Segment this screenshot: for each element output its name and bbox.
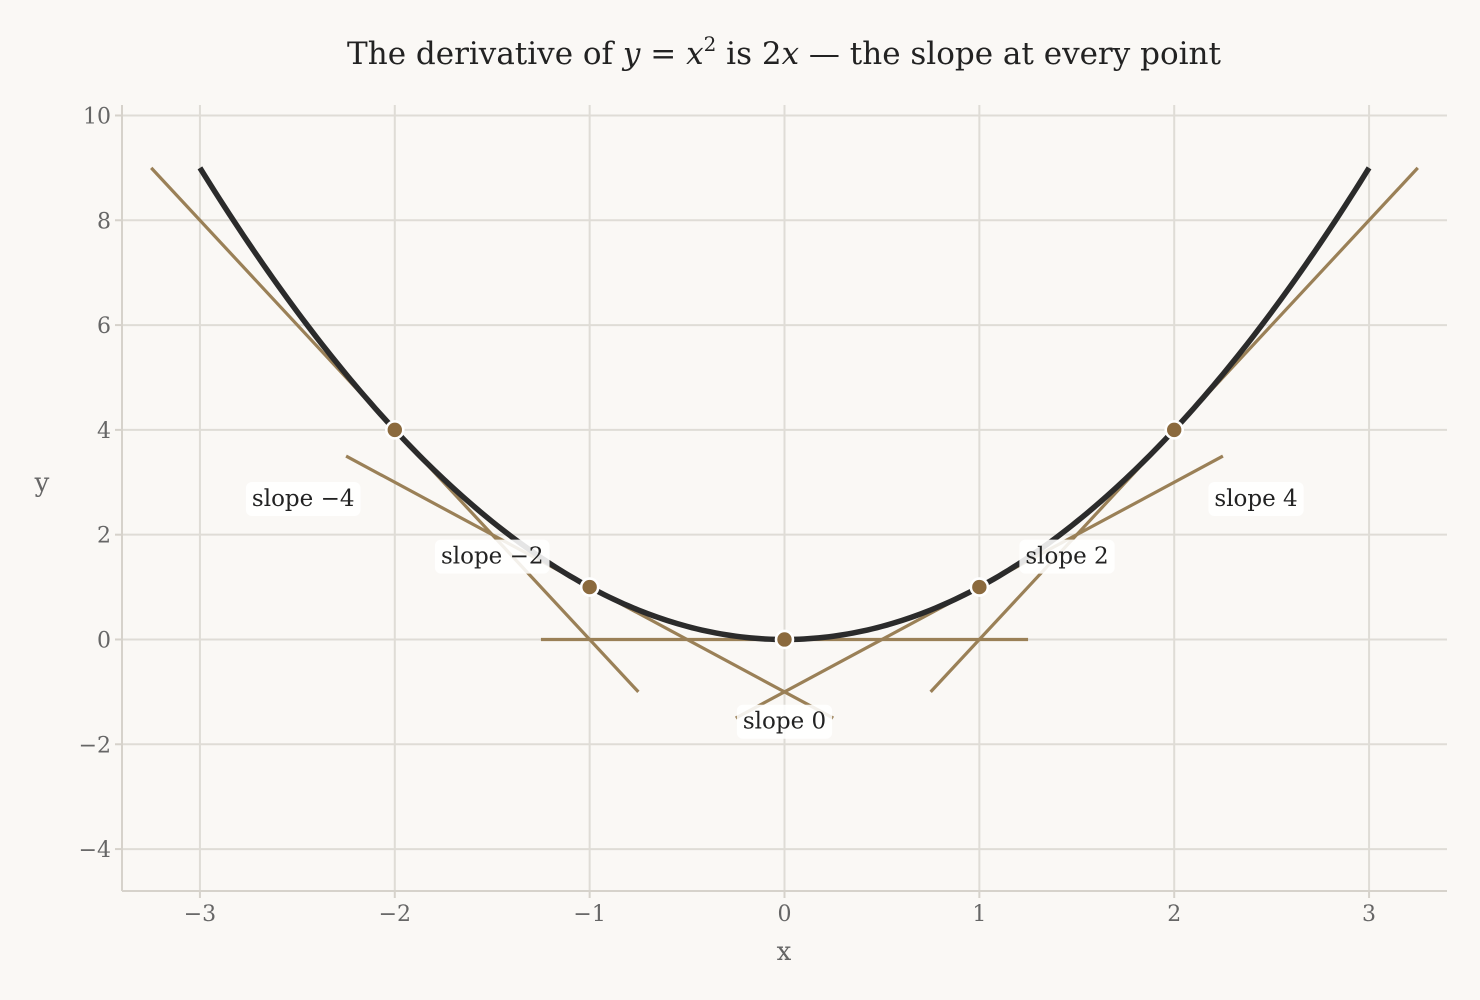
y-tick-label-7: 10 [83,104,111,129]
slope-label-0: slope −4 [252,486,355,512]
y-tick-label-1: −2 [79,733,111,758]
x-tick-label-5: 2 [1167,902,1181,927]
slope-label-box-0 [245,482,361,516]
tangent-point-0 [384,420,405,440]
slope-label-box-2 [736,704,833,739]
chart-title: The derivative of y = x2 is 2x — the slo… [347,32,1221,72]
tangent-points [384,420,1185,650]
tangent-point-1 [579,577,600,597]
y-tick-label-4: 4 [97,419,111,444]
slope-annotation-0: slope −4 [245,482,361,516]
grid-lines [122,105,1447,891]
slope-label-1: slope −2 [441,544,544,570]
y-tick-label-0: −4 [79,838,111,863]
slope-annotation-3: slope 2 [1019,539,1115,574]
slope-annotation-1: slope −2 [434,539,550,574]
x-tick-label-3: 0 [778,902,792,927]
y-axis-label: y [34,468,50,498]
x-tick-label-6: 3 [1362,902,1376,927]
tangent-point-2 [774,629,795,650]
x-tick-label-4: 1 [972,902,986,927]
slope-label-box-3 [1019,539,1115,574]
slope-label-4: slope 4 [1214,486,1297,512]
slope-annotation-2: slope 0 [736,704,833,739]
y-tick-label-6: 8 [97,209,111,234]
y-tick-label-2: 0 [97,628,111,653]
slope-label-box-4 [1208,482,1304,516]
y-tick-labels: −4 −2 0 2 4 6 8 10 [79,104,122,863]
slope-label-box-1 [434,539,550,574]
tangent-point-3 [969,577,990,597]
slope-annotations: slope −4 slope −2 slope 0 slope 2 slope 4 [245,482,1304,739]
x-tick-labels: −3 −2 −1 0 1 2 3 [184,891,1376,927]
slope-annotation-4: slope 4 [1208,482,1304,516]
y-tick-label-5: 6 [97,314,111,339]
x-tick-label-2: −1 [573,902,605,927]
x-tick-label-0: −3 [184,902,216,927]
y-tick-label-3: 2 [97,524,111,549]
x-tick-label-1: −2 [379,902,411,927]
slope-label-3: slope 2 [1025,544,1108,570]
slope-label-2: slope 0 [743,709,826,735]
x-axis-label: x [777,937,792,967]
tangent-point-4 [1164,420,1185,440]
